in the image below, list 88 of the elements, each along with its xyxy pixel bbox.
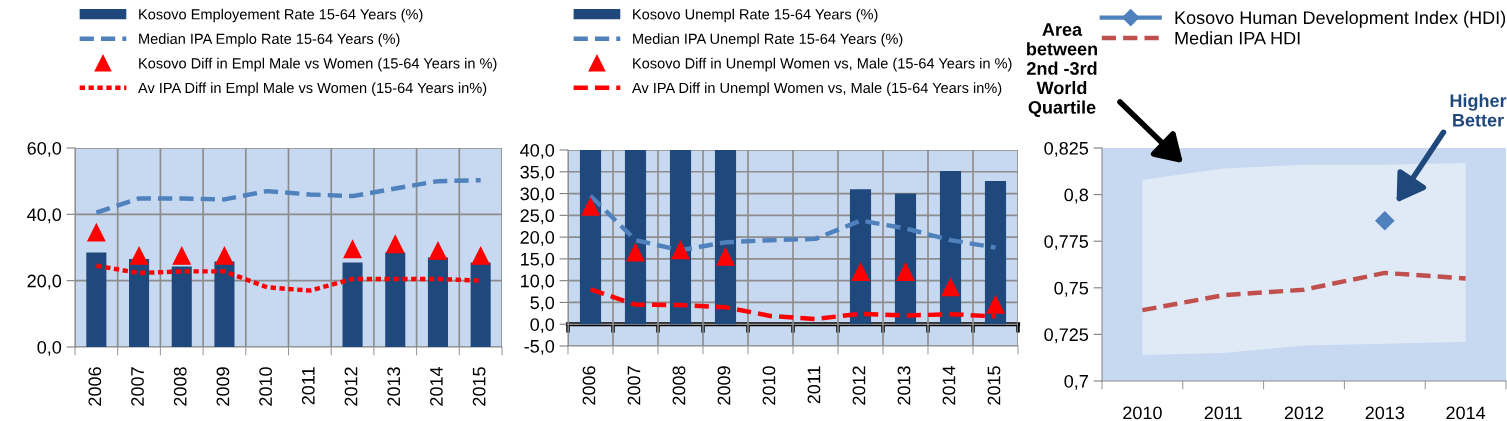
y-tick-label: 0,75	[1054, 281, 1089, 297]
y-tick-label: 20,0	[27, 274, 62, 290]
legend-label: Av IPA Diff in Empl Male vs Women (15-64 Years in%)	[138, 82, 487, 96]
bar	[624, 150, 647, 325]
x-tick-label: 2011	[807, 366, 821, 404]
y-tick-label: -5,0	[524, 339, 555, 355]
point	[851, 262, 870, 281]
point	[896, 262, 915, 281]
x-tick-label: 2008	[173, 367, 187, 406]
x-tick-label: 2007	[131, 367, 144, 406]
x-tick-label: 2009	[216, 367, 230, 406]
x-tick-label: 2014	[1446, 406, 1486, 420]
point	[626, 243, 645, 262]
point	[671, 241, 690, 260]
y-tick-label: 0,775	[1044, 235, 1089, 251]
x-tick-label: 2010	[259, 367, 272, 406]
bar	[171, 266, 192, 347]
y-tick-label: 30,0	[520, 187, 555, 203]
bar	[470, 262, 491, 347]
x-tick-label: 2013	[1365, 406, 1405, 420]
bar	[342, 262, 363, 347]
bar	[427, 257, 448, 347]
x-tick-label: 2014	[430, 366, 443, 406]
point	[941, 278, 960, 297]
y-tick-label: 25,0	[520, 209, 555, 225]
point	[343, 240, 362, 259]
x-tick-label: 2009	[717, 366, 731, 405]
y-tick-label: 0,725	[1044, 328, 1089, 344]
point	[471, 246, 490, 265]
x-tick-label: 2011	[1204, 406, 1242, 420]
point	[428, 241, 447, 260]
legend-label: Kosovo Employement Rate 15-64 Years (%)	[139, 8, 423, 23]
point	[581, 197, 600, 216]
point	[172, 246, 191, 265]
legend-label: Median IPA Emplo Rate 15-64 Years (%)	[139, 33, 400, 47]
y-tick-label: 0,0	[530, 318, 555, 334]
legend-label: Kosovo Diff in Empl Male vs Women (15-64 Years in %)	[139, 57, 497, 72]
y-tick-label: 5,0	[530, 296, 555, 312]
bar	[669, 150, 692, 325]
bar	[129, 259, 150, 347]
line-series	[94, 177, 483, 215]
y-tick-label: 40,0	[27, 208, 62, 224]
x-tick-label: 2012	[852, 366, 866, 405]
line-series	[1140, 270, 1468, 313]
x-tick-label: 2006	[88, 367, 102, 406]
text: Area between 2nd -3rd World Quartile	[1027, 23, 1097, 118]
point	[716, 247, 735, 266]
x-tick-label: 2012	[344, 367, 358, 406]
bar	[579, 150, 602, 325]
x-tick-label: 2010	[762, 366, 776, 405]
legend-label: Median IPA HDI	[1175, 31, 1300, 45]
point	[130, 246, 149, 265]
point	[986, 295, 1005, 314]
y-tick-label: 35,0	[520, 165, 555, 181]
point	[386, 235, 405, 254]
y-tick-label: 60,0	[27, 141, 62, 157]
point	[87, 223, 106, 242]
text: Higher Better	[1450, 93, 1507, 127]
x-tick-label: 2015	[472, 367, 486, 406]
legend-label: Median IPA Unempl Rate 15-64 Years (%)	[633, 33, 903, 47]
x-tick-label: 2010	[1123, 406, 1162, 420]
legend-label: Kosovo Unempl Rate 15-64 Years (%)	[633, 8, 878, 23]
y-tick-label: 0,8	[1064, 188, 1089, 204]
legend-label: Av IPA Diff in Unempl Women vs, Male (15-64 Years in%)	[631, 82, 1002, 96]
point	[215, 246, 234, 265]
x-tick-label: 2014	[942, 365, 956, 405]
legend-label: Kosovo Diff in Unempl Women vs, Male (15-64 Years in %)	[633, 57, 1012, 72]
legend-label: Kosovo Human Development Index (HDI)	[1175, 10, 1506, 28]
y-tick-label: 40,0	[520, 143, 555, 159]
x-tick-label: 2008	[672, 366, 686, 405]
y-tick-label: 10,0	[521, 274, 555, 290]
y-tick-label: 0,7	[1064, 374, 1088, 390]
bar	[984, 180, 1007, 325]
x-tick-label: 2011	[301, 367, 315, 405]
x-tick-label: 2007	[627, 366, 641, 405]
bar	[214, 261, 235, 347]
bar	[385, 252, 406, 347]
x-tick-label: 2012	[1284, 406, 1324, 420]
x-tick-label: 2013	[387, 367, 401, 406]
y-tick-label: 15,0	[521, 252, 555, 268]
x-tick-label: 2015	[987, 366, 1001, 405]
x-tick-label: 2013	[897, 366, 911, 405]
x-tick-label: 2006	[582, 366, 596, 405]
bar	[714, 150, 737, 325]
y-tick-label: 20,0	[520, 231, 555, 246]
bar	[86, 252, 107, 347]
y-tick-label: 0,825	[1044, 141, 1089, 157]
y-tick-label: 0,0	[37, 340, 62, 356]
